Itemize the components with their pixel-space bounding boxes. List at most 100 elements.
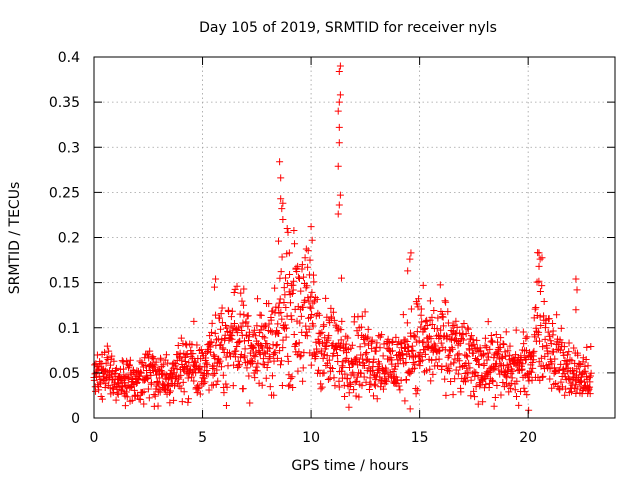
data-point bbox=[216, 357, 224, 365]
data-point bbox=[387, 356, 395, 364]
data-point bbox=[244, 312, 252, 320]
data-point bbox=[444, 353, 452, 361]
data-point bbox=[549, 327, 557, 335]
data-point bbox=[437, 326, 445, 334]
data-point bbox=[557, 324, 565, 332]
data-point bbox=[541, 335, 549, 343]
data-point bbox=[546, 375, 554, 383]
data-point bbox=[561, 391, 569, 399]
data-point bbox=[289, 383, 297, 391]
data-point bbox=[305, 325, 313, 333]
data-point bbox=[241, 352, 249, 360]
data-point bbox=[407, 305, 415, 313]
peak-point-35 bbox=[292, 265, 300, 273]
data-point bbox=[138, 360, 146, 368]
data-point bbox=[353, 354, 361, 362]
data-point bbox=[488, 376, 496, 384]
data-point bbox=[118, 375, 126, 383]
x-tick-label-0: 0 bbox=[90, 430, 99, 446]
peak-point-33 bbox=[212, 275, 220, 283]
data-point bbox=[265, 353, 273, 361]
data-point bbox=[325, 356, 333, 364]
data-point bbox=[364, 325, 372, 333]
data-point bbox=[288, 315, 296, 323]
data-point bbox=[236, 310, 244, 318]
data-point bbox=[263, 339, 271, 347]
data-point bbox=[220, 389, 228, 397]
data-point bbox=[445, 352, 453, 360]
data-point bbox=[356, 343, 364, 351]
data-point bbox=[341, 392, 349, 400]
data-point bbox=[223, 383, 231, 391]
data-point bbox=[384, 335, 392, 343]
data-point bbox=[249, 343, 257, 351]
data-point bbox=[282, 333, 290, 341]
data-point bbox=[300, 273, 308, 281]
data-point bbox=[294, 367, 302, 375]
data-point bbox=[532, 304, 540, 312]
data-point bbox=[285, 382, 293, 390]
data-point bbox=[227, 331, 235, 339]
data-point bbox=[297, 287, 305, 295]
data-point bbox=[313, 295, 321, 303]
data-point bbox=[422, 367, 430, 375]
data-point bbox=[379, 385, 387, 393]
data-point bbox=[457, 388, 465, 396]
data-point bbox=[295, 339, 303, 347]
data-point bbox=[123, 393, 131, 401]
data-point bbox=[151, 361, 159, 369]
data-point bbox=[203, 367, 211, 375]
data-point bbox=[210, 351, 218, 359]
data-point bbox=[235, 362, 243, 370]
peak-point-34 bbox=[210, 283, 218, 291]
data-point bbox=[267, 316, 275, 324]
data-point bbox=[584, 362, 592, 370]
data-point bbox=[315, 338, 323, 346]
data-point bbox=[303, 332, 311, 340]
data-point bbox=[238, 297, 246, 305]
peak-point-30 bbox=[572, 275, 580, 283]
peak-point-10 bbox=[308, 236, 316, 244]
data-point bbox=[218, 319, 226, 327]
data-point bbox=[303, 282, 311, 290]
data-point bbox=[152, 358, 160, 366]
data-point bbox=[249, 344, 257, 352]
data-point bbox=[284, 228, 292, 236]
data-point bbox=[439, 322, 447, 330]
data-point bbox=[430, 307, 438, 315]
data-point bbox=[335, 383, 343, 391]
data-point bbox=[369, 358, 377, 366]
data-point bbox=[415, 295, 423, 303]
peak-points bbox=[190, 62, 581, 325]
peak-point-1 bbox=[277, 174, 285, 182]
peak-point-28 bbox=[536, 255, 544, 263]
data-point bbox=[217, 310, 225, 318]
data-point bbox=[565, 348, 573, 356]
data-point bbox=[560, 343, 568, 351]
data-point bbox=[452, 317, 460, 325]
data-point bbox=[445, 367, 453, 375]
data-point bbox=[134, 391, 142, 399]
data-point bbox=[529, 364, 537, 372]
data-point bbox=[444, 319, 452, 327]
data-point bbox=[587, 343, 595, 351]
data-point bbox=[181, 357, 189, 365]
data-point bbox=[330, 374, 338, 382]
data-point bbox=[260, 349, 268, 357]
data-point bbox=[515, 401, 523, 409]
data-point bbox=[448, 343, 456, 351]
data-point bbox=[449, 391, 457, 399]
data-point bbox=[389, 337, 397, 345]
data-point bbox=[213, 366, 221, 374]
data-point bbox=[469, 349, 477, 357]
data-point bbox=[277, 357, 285, 365]
data-point bbox=[409, 347, 417, 355]
data-point bbox=[222, 401, 230, 409]
data-point bbox=[462, 378, 470, 386]
data-point bbox=[399, 354, 407, 362]
data-point bbox=[388, 339, 396, 347]
data-point bbox=[512, 326, 520, 334]
data-point bbox=[508, 374, 516, 382]
data-point bbox=[329, 308, 337, 316]
